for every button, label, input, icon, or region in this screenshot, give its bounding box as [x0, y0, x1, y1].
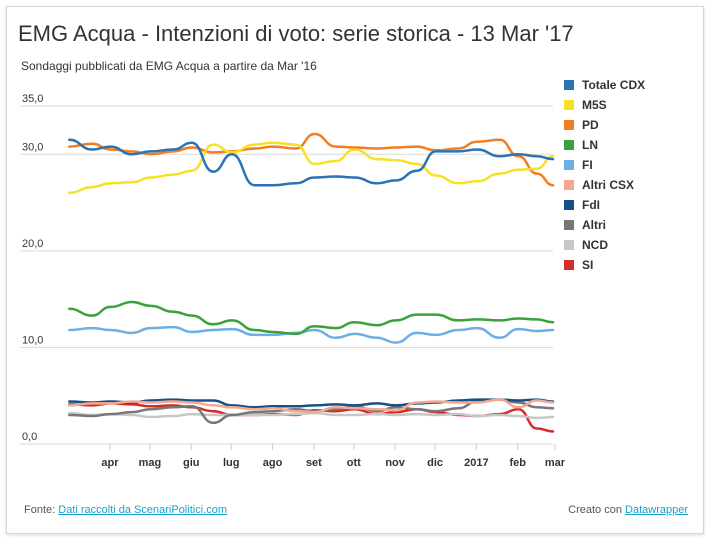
series-line-ln: [68, 300, 555, 336]
legend-swatch: [564, 220, 574, 230]
legend-label: SI: [582, 258, 594, 272]
series-line-altri-csx: [68, 398, 555, 414]
x-tick-label: mag: [139, 457, 162, 469]
series-layer: [68, 132, 555, 433]
y-tick-label: 0,0: [22, 431, 37, 443]
legend-item-altri: Altri: [564, 215, 645, 235]
series-line-m5s: [68, 141, 555, 195]
legend-swatch: [564, 180, 574, 190]
x-tick-label: apr: [101, 457, 119, 469]
source-prefix: Fonte:: [24, 504, 59, 516]
legend-label: LN: [582, 138, 598, 152]
legend-label: PD: [582, 118, 599, 132]
series-line-fi: [68, 325, 555, 344]
chart-title: EMG Acqua - Intenzioni di voto: serie st…: [18, 21, 574, 46]
legend-item-ncd: NCD: [564, 235, 645, 255]
x-tick-label: lug: [223, 457, 240, 469]
legend-label: Totale CDX: [582, 78, 646, 92]
chart-frame: [6, 6, 704, 534]
x-tick-label: ott: [347, 457, 361, 469]
x-tick-label: dic: [427, 457, 443, 469]
legend-item-m5s: M5S: [564, 95, 645, 115]
legend-swatch: [564, 240, 574, 250]
legend-label: M5S: [582, 98, 607, 112]
y-tick-label: 30,0: [22, 141, 43, 153]
legend-item-fdi: FdI: [564, 195, 645, 215]
y-tick-label: 35,0: [22, 93, 43, 105]
x-tick-label: nov: [385, 457, 405, 469]
legend-swatch: [564, 140, 574, 150]
credit-prefix: Creato con: [568, 504, 626, 516]
legend-swatch: [564, 100, 574, 110]
series-line-ncd: [68, 411, 555, 420]
x-tick-label: 2017: [464, 457, 488, 469]
series-line-si: [68, 402, 555, 433]
chart-subtitle: Sondaggi pubblicati da EMG Acqua a parti…: [21, 59, 317, 73]
legend-item-totale-cdx: Totale CDX: [564, 75, 645, 95]
legend-item-si: SI: [564, 255, 645, 275]
footer-source: Fonte: Dati raccolti da ScenariPolitici.…: [24, 504, 227, 516]
legend-swatch: [564, 200, 574, 210]
legend-label: Altri: [582, 218, 606, 232]
x-tick-label: feb: [509, 457, 526, 469]
x-tick-label: ago: [263, 457, 283, 469]
chart-legend: Totale CDX M5S PD LN FI Altri CSX FdI Altri NCD S…: [564, 75, 645, 275]
y-tick-label: 10,0: [22, 334, 43, 346]
series-line-pd: [68, 132, 555, 187]
source-link[interactable]: Dati raccolti da ScenariPolitici.com: [58, 504, 227, 516]
x-tick-label: set: [306, 457, 322, 469]
datawrapper-link[interactable]: Datawrapper: [625, 504, 688, 516]
y-axis-labels: 0,0 10,0 20,0 30,0 35,0: [22, 93, 43, 443]
legend-swatch: [564, 80, 574, 90]
x-tick-label: mar: [545, 457, 566, 469]
legend-item-ln: LN: [564, 135, 645, 155]
y-tick-label: 20,0: [22, 238, 43, 250]
x-tick-label: giu: [183, 457, 200, 469]
legend-swatch: [564, 120, 574, 130]
legend-label: FdI: [582, 198, 600, 212]
legend-label: FI: [582, 158, 593, 172]
legend-item-fi: FI: [564, 155, 645, 175]
series-line-totale-cdx: [68, 138, 555, 187]
legend-item-altri-csx: Altri CSX: [564, 175, 645, 195]
grid-layer: [20, 105, 553, 445]
legend-label: Altri CSX: [582, 178, 635, 192]
footer-credit: Creato con Datawrapper: [568, 504, 688, 516]
legend-swatch: [564, 160, 574, 170]
x-axis-labels: apr mag giu lug ago set ott nov dic 2017 feb mar: [101, 444, 566, 469]
legend-swatch: [564, 260, 574, 270]
legend-label: NCD: [582, 238, 608, 252]
legend-item-pd: PD: [564, 115, 645, 135]
series-line-fdi: [68, 398, 555, 409]
